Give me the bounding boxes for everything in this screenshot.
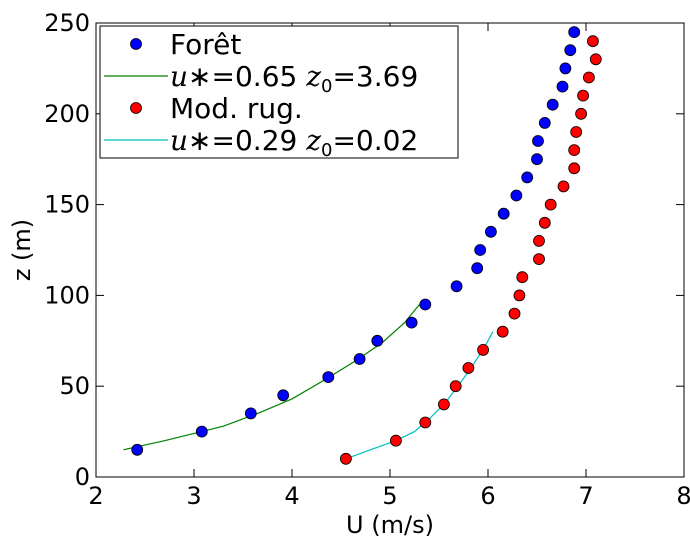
data-point (559, 62, 572, 75)
legend-label: Mod. rug. (170, 92, 303, 125)
data-point (556, 80, 569, 93)
data-point (531, 153, 543, 166)
data-point (497, 207, 510, 220)
axes: 2 3 4 5 6 7 8 0 50 100 150 200 250 U (m/s) z (m) (8, 9, 690, 537)
data-point (564, 44, 577, 57)
data-point (568, 162, 581, 175)
data-point (474, 244, 487, 256)
data-point (277, 389, 290, 402)
legend-entry-2: Mod. rug. (130, 92, 303, 125)
data-point (575, 107, 587, 120)
data-point (570, 126, 583, 138)
data-point (538, 216, 551, 229)
data-point (195, 425, 208, 438)
data-point (419, 416, 432, 429)
y-axis-label: z (m) (8, 219, 36, 281)
data-point (568, 26, 581, 38)
data-point (533, 253, 545, 266)
data-point (449, 380, 462, 393)
legend-entry-3: u∗=0.29 z0=0.02 (104, 124, 418, 161)
data-point (496, 325, 509, 338)
data-point (538, 117, 551, 129)
data-point (508, 307, 521, 320)
data-point (450, 280, 463, 293)
y-tick-label: 50 (59, 372, 90, 400)
data-point (532, 135, 544, 147)
data-point (557, 180, 570, 193)
series-line-1 (123, 304, 420, 451)
data-point (577, 89, 589, 102)
data-point (462, 362, 475, 374)
data-point (513, 289, 526, 302)
data-point (521, 171, 534, 184)
data-point (516, 271, 529, 284)
data-point (353, 353, 366, 365)
data-point (587, 35, 599, 48)
data-point (471, 262, 484, 275)
plot-area (123, 26, 602, 465)
data-point (339, 452, 352, 465)
data-point (533, 234, 545, 247)
legend-marker (130, 102, 142, 114)
x-tick-label: 6 (480, 482, 495, 510)
legend-marker (130, 38, 142, 50)
data-point (419, 298, 432, 311)
y-tick-label: 150 (44, 191, 90, 219)
data-point (510, 189, 523, 202)
data-point (568, 144, 581, 157)
data-point (371, 334, 384, 347)
legend-box (99, 25, 459, 159)
legend-entry-0: Forêt (130, 28, 241, 61)
x-tick-label: 7 (578, 482, 593, 510)
x-tick-label: 8 (676, 482, 690, 510)
data-point (546, 98, 559, 111)
data-point (544, 198, 557, 211)
x-tick-label: 5 (382, 482, 397, 510)
data-point (589, 53, 602, 66)
data-point (131, 443, 144, 456)
series-line-3 (345, 331, 494, 460)
y-tick-label: 0 (75, 463, 90, 491)
x-tick-label: 3 (186, 482, 201, 510)
legend-entry-1: u∗=0.65 z0=3.69 (104, 60, 418, 97)
data-point (583, 71, 595, 84)
legend-label: u∗=0.29 z0=0.02 (170, 124, 418, 161)
data-point (322, 371, 335, 384)
x-tick-label: 2 (88, 482, 103, 510)
legend-label: Forêt (170, 28, 241, 61)
data-point (477, 343, 490, 356)
x-axis-label: U (m/s) (346, 511, 434, 537)
x-tick-label: 4 (284, 482, 299, 510)
legend-label: u∗=0.65 z0=3.69 (170, 60, 418, 97)
y-tick-label: 200 (44, 100, 90, 128)
data-point (437, 398, 450, 411)
y-tick-label: 250 (44, 9, 90, 37)
data-point (389, 434, 402, 447)
y-tick-label: 100 (44, 281, 90, 309)
data-point (405, 316, 418, 329)
data-point (484, 225, 497, 238)
data-point (244, 407, 257, 420)
